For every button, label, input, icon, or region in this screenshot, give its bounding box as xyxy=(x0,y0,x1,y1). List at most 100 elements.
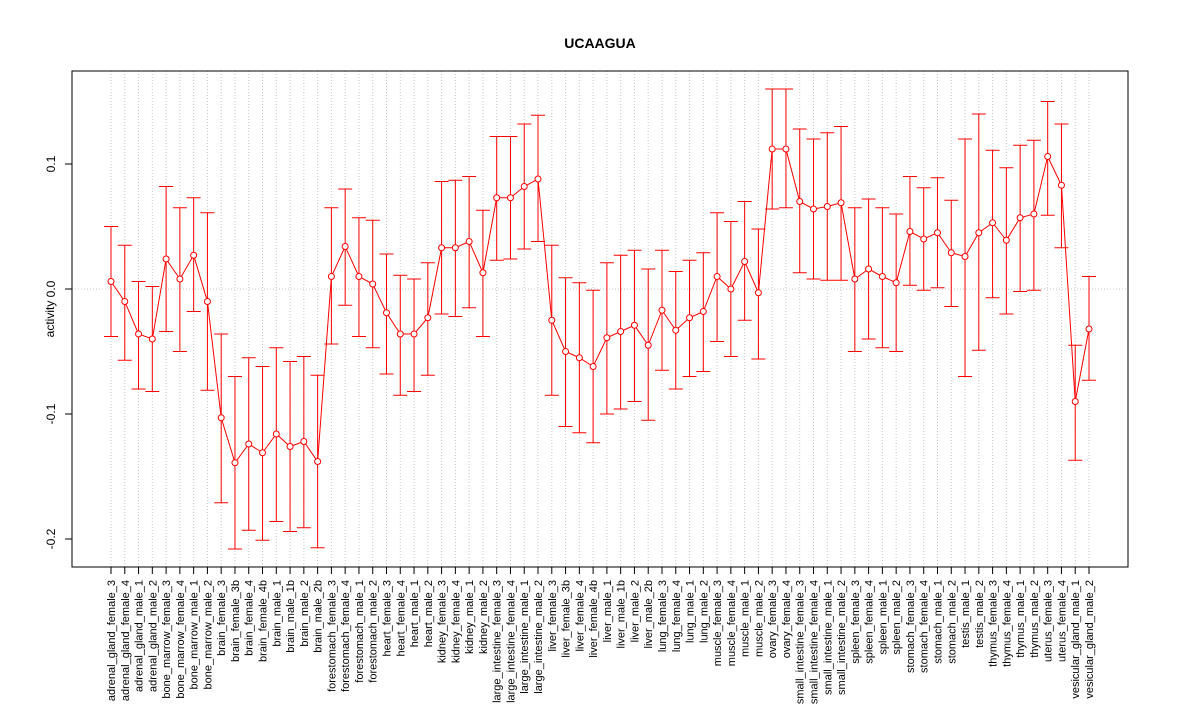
data-point xyxy=(837,199,845,207)
x-tick-label: small_intestine_male_1 xyxy=(822,580,834,695)
x-tick-label: forestomach_female_4 xyxy=(340,580,352,692)
data-point xyxy=(1071,398,1079,405)
x-tick-label: liver_female_4 xyxy=(574,580,586,652)
series xyxy=(104,88,1096,550)
x-tick-label: muscle_male_2 xyxy=(753,580,765,657)
x-tick-label: vesicular_gland_male_2 xyxy=(1084,580,1096,699)
data-point xyxy=(1057,181,1065,189)
data-point xyxy=(851,275,859,283)
x-tick-label: brain_male_1b xyxy=(285,580,297,653)
data-point xyxy=(548,316,556,324)
data-point xyxy=(947,249,955,257)
x-tick-label: liver_male_1b xyxy=(616,580,628,648)
x-tick-label: brain_male_2 xyxy=(299,580,311,647)
x-tick-label: kidney_female_3 xyxy=(437,580,449,663)
x-tick-label: large_intestine_male_2 xyxy=(533,580,545,694)
x-tick-label: large_intestine_female_3 xyxy=(492,580,504,703)
x-tick-label: spleen_female_3 xyxy=(850,580,862,664)
data-point xyxy=(314,458,322,465)
data-point xyxy=(782,145,790,153)
x-tick-label: thymus_male_2 xyxy=(1029,580,1041,658)
x-tick-label: small_intestine_female_4 xyxy=(809,580,821,704)
x-tick-label: lung_male_1 xyxy=(685,580,697,643)
data-point xyxy=(424,314,432,322)
data-point xyxy=(520,183,528,190)
data-point xyxy=(355,273,363,280)
data-point xyxy=(975,229,983,237)
x-tick-label: uterus_female_3 xyxy=(1043,580,1055,662)
data-point xyxy=(382,309,390,317)
data-point xyxy=(796,198,804,205)
x-tick-label: thymus_female_3 xyxy=(988,580,1000,667)
x-tick-label: bone_marrow_female_3 xyxy=(161,580,173,699)
data-point xyxy=(1002,236,1010,244)
x-tick-label: liver_female_3 xyxy=(547,580,559,652)
x-tick-label: spleen_female_4 xyxy=(864,580,876,664)
data-point xyxy=(630,321,638,329)
data-point xyxy=(1030,210,1038,218)
x-tick-label: small_intestine_male_2 xyxy=(836,580,848,695)
x-axis: adrenal_gland_female_3 adrenal_gland_fema… xyxy=(106,566,1096,704)
x-tick-label: brain_male_2b xyxy=(313,580,325,653)
x-tick-label: thymus_female_4 xyxy=(1001,580,1013,667)
data-point xyxy=(162,255,170,263)
x-tick-label: small_intestine_female_3 xyxy=(795,580,807,704)
x-tick-label: spleen_male_1 xyxy=(877,580,889,655)
data-point xyxy=(410,330,418,338)
x-tick-label: kidney_female_4 xyxy=(450,580,462,663)
data-point xyxy=(1016,214,1024,222)
x-tick-label: muscle_female_3 xyxy=(712,580,724,666)
y-axis-label: activity xyxy=(43,301,57,338)
data-point xyxy=(617,328,625,335)
data-point xyxy=(865,265,873,273)
chart-title: UCAAGUA xyxy=(564,35,636,51)
data-point xyxy=(920,235,928,243)
x-tick-label: forestomach_female_3 xyxy=(326,580,338,692)
data-point xyxy=(341,243,349,250)
x-tick-label: heart_female_4 xyxy=(395,580,407,656)
y-tick-label: 0.1 xyxy=(44,155,58,172)
grid xyxy=(72,71,1128,567)
x-tick-label: adrenal_gland_male_1 xyxy=(134,580,146,692)
data-point xyxy=(686,314,694,322)
x-tick-label: large_intestine_male_1 xyxy=(519,580,531,694)
y-axis: -0.2 -0.1 0.0 0.1 xyxy=(44,155,73,549)
data-point xyxy=(286,443,294,450)
data-point xyxy=(148,335,156,343)
data-point xyxy=(465,238,473,245)
data-point xyxy=(1044,153,1052,160)
y-tick-label: 0.0 xyxy=(44,280,58,297)
x-tick-label: bone_marrow_male_1 xyxy=(189,580,201,689)
x-tick-label: testis_male_1 xyxy=(960,580,972,648)
data-point xyxy=(479,269,487,277)
y-tick-label: -0.1 xyxy=(44,403,58,424)
x-tick-label: liver_male_2b xyxy=(643,580,655,648)
data-point xyxy=(741,258,749,265)
x-tick-label: heart_female_3 xyxy=(381,580,393,656)
x-tick-label: testis_male_2 xyxy=(974,580,986,648)
data-point xyxy=(121,298,129,305)
data-point xyxy=(562,348,570,355)
data-point xyxy=(203,298,211,305)
data-point xyxy=(672,326,680,334)
data-point xyxy=(727,285,735,293)
x-tick-label: bone_marrow_female_4 xyxy=(175,580,187,699)
data-point xyxy=(493,194,501,202)
data-point xyxy=(451,244,459,252)
x-tick-label: muscle_male_1 xyxy=(740,580,752,657)
x-tick-label: lung_female_3 xyxy=(657,580,669,652)
data-point xyxy=(906,228,914,235)
data-point xyxy=(190,251,198,259)
data-point xyxy=(589,363,597,370)
data-point xyxy=(217,414,225,422)
data-point xyxy=(272,430,280,438)
data-point xyxy=(878,273,886,280)
data-point xyxy=(176,275,184,283)
x-tick-label: kidney_male_1 xyxy=(464,580,476,654)
data-point xyxy=(658,306,666,314)
data-point xyxy=(699,308,707,315)
x-tick-label: uterus_female_4 xyxy=(1056,580,1068,662)
x-tick-label: brain_female_3 xyxy=(216,580,228,656)
data-point xyxy=(259,449,267,457)
